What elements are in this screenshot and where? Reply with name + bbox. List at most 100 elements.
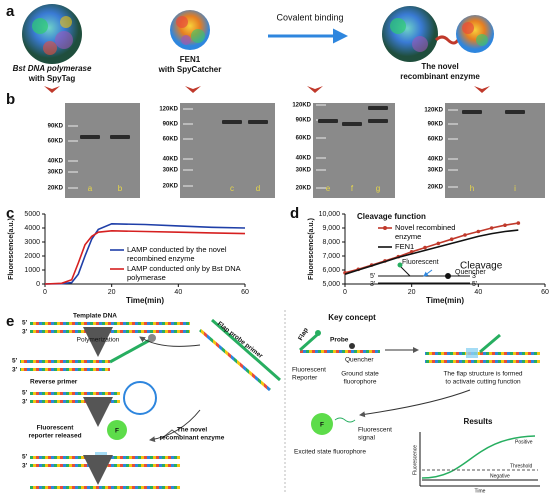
y-tick-label: 2000 [24, 253, 40, 260]
cleavage-inset [378, 262, 470, 284]
ladder-band [183, 185, 193, 187]
y-tick-label: 9,000 [322, 225, 340, 232]
legend-label: FEN1 [395, 242, 415, 251]
lane-label: g [376, 184, 380, 193]
x-axis-label: Time(min) [426, 296, 464, 305]
legend-item: FEN1 [378, 242, 468, 252]
label: The flap structure is formed [443, 371, 522, 378]
caption: with SpyCatcher [158, 65, 222, 74]
marker-label: 90KD [48, 124, 64, 130]
label: Probe [330, 337, 349, 344]
results-title: Results [464, 417, 493, 426]
x-tick-label: 0 [43, 289, 47, 296]
ladder-band [68, 140, 78, 142]
ladder-band [183, 123, 193, 125]
lane-label: f [351, 184, 354, 193]
y-tick-label: 5,000 [322, 281, 340, 288]
label: reporter released [28, 433, 81, 440]
strand-end: 5' [12, 358, 18, 365]
legend-swatch [378, 246, 392, 248]
ladder-band [448, 138, 458, 140]
caption: The novel [421, 62, 458, 71]
lane-label: h [470, 184, 474, 193]
label: Time [475, 488, 486, 494]
key-diagram [299, 330, 540, 487]
marker-label: 40KD [428, 157, 444, 163]
x-tick-label: 20 [108, 289, 116, 296]
annotation: Cleavage [460, 261, 503, 272]
gel [65, 103, 140, 198]
label: Fluorescent [37, 425, 75, 432]
label: Template DNA [73, 313, 117, 320]
ladder-band [316, 187, 326, 189]
point [489, 226, 494, 230]
marker-label: 60KD [48, 139, 64, 145]
y-tick-label: 6,000 [322, 267, 340, 274]
band [318, 119, 338, 123]
ladder-band [68, 187, 78, 189]
y-tick-label: 3000 [24, 239, 40, 246]
marker-label: 20KD [428, 185, 444, 191]
protein-fen1 [170, 10, 210, 50]
marker-label: 120KD [424, 108, 443, 114]
caption: with SpyTag [28, 74, 76, 83]
marker-label: 60KD [163, 137, 179, 143]
point [423, 245, 427, 250]
label: signal [358, 435, 376, 442]
annotation: 3' [370, 281, 375, 288]
label: Fluorescent [358, 427, 392, 434]
legend: LAMP conducted by the novel recombined e… [110, 245, 242, 284]
marker-label: 20KD [296, 186, 312, 192]
x-tick-label: 60 [541, 289, 549, 296]
ladder-band [448, 109, 458, 111]
band [505, 110, 525, 114]
gel [180, 103, 275, 198]
ladder-band [316, 157, 326, 159]
panel-label: d [290, 205, 299, 222]
gel [313, 103, 395, 198]
band [462, 110, 482, 114]
ladder-band [183, 158, 193, 160]
marker-label: 60KD [296, 136, 312, 142]
lane-label: i [514, 184, 516, 193]
marker-label: 30KD [163, 168, 179, 174]
label: Ground state [341, 371, 379, 378]
label: Negative [490, 473, 510, 479]
strand-end: 5' [22, 320, 28, 327]
y-tick-label: 1000 [24, 267, 40, 274]
x-tick-label: 20 [408, 289, 416, 296]
label: recombinant enzyme [160, 435, 225, 442]
ladder-band [316, 169, 326, 171]
y-tick-label: 5000 [24, 211, 40, 218]
arrow-label: Covalent binding [276, 12, 343, 22]
chart-title: Cleavage function [357, 212, 426, 221]
point [503, 223, 507, 227]
y-tick-label: 7,000 [322, 253, 340, 260]
lane-label: a [88, 184, 93, 193]
label: Key concept [328, 313, 376, 322]
marker-label: 40KD [48, 159, 64, 165]
y-axis-label: Fluorescence(a.u.) [308, 218, 315, 280]
annotation: 5' [370, 273, 375, 280]
point [463, 233, 467, 237]
band [80, 135, 100, 139]
protein-bst [22, 4, 82, 64]
lane-label: c [230, 184, 234, 193]
ladder-band [448, 186, 458, 188]
band [248, 120, 268, 124]
reporter-symbol: F [115, 428, 119, 435]
legend: Novel recombined enzyme FEN1 [378, 223, 468, 254]
dna-strands [20, 318, 281, 489]
y-axis-label: Fluorescence(a.u.) [8, 218, 15, 280]
annotation: Fluorescent [402, 259, 439, 266]
marker-label: 30KD [428, 168, 444, 174]
marker-label: 120KD [159, 107, 178, 113]
legend-swatch [110, 268, 124, 270]
marker-label: 90KD [428, 122, 444, 128]
ladder-band [68, 160, 78, 162]
annotation: 3' [472, 273, 477, 280]
band [368, 119, 388, 123]
annotation: 5' [472, 281, 477, 288]
label: Reporter [292, 375, 318, 382]
